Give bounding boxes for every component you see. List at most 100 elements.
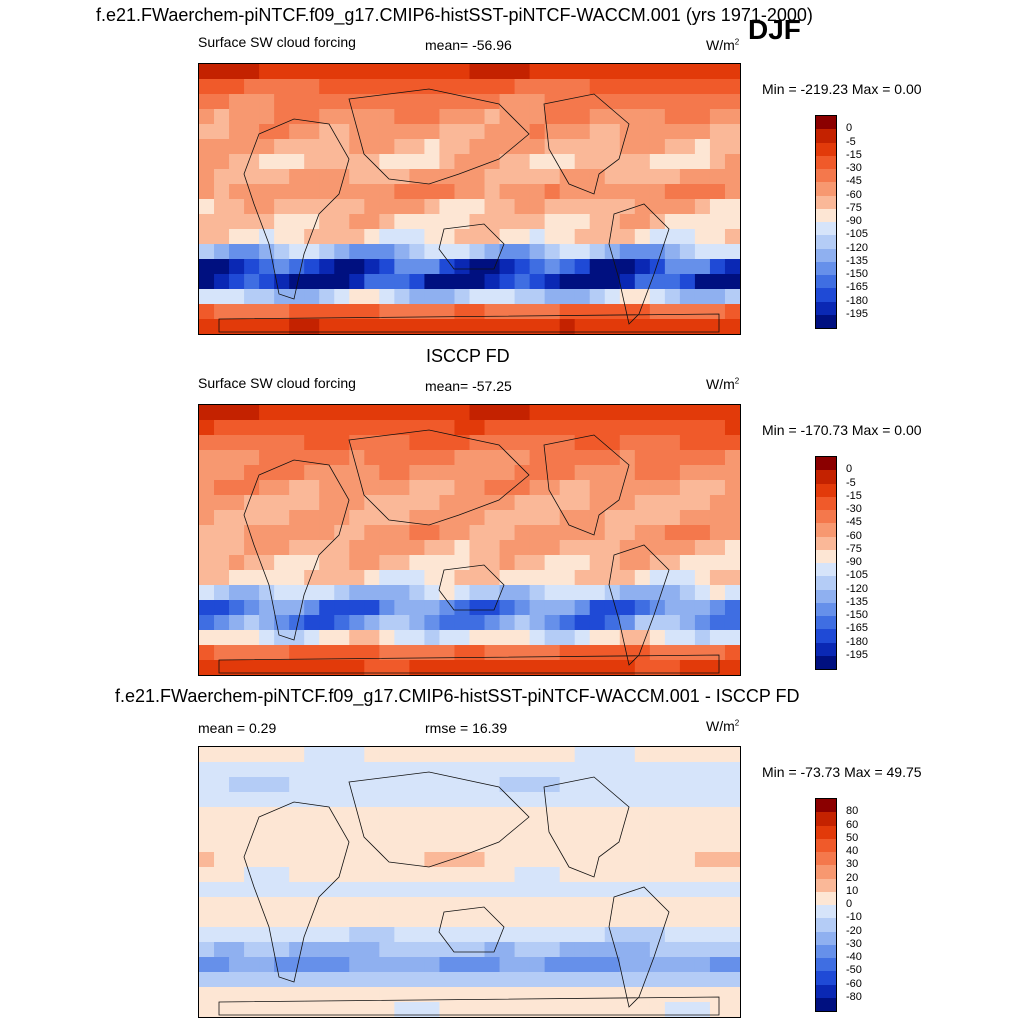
map-cell [559,927,576,943]
map-cell [649,987,666,1003]
map-cell [424,897,441,913]
map-cell [394,169,410,185]
map-cell [439,124,456,140]
map-cell [589,600,606,616]
map-cell [469,64,486,80]
map-cell [199,525,215,541]
map-cell [199,405,215,421]
map-cell [214,94,230,110]
map-cell [214,822,230,838]
map-cell [214,927,230,943]
coastline [543,776,630,878]
map-cell [694,660,711,675]
map-cell [229,540,245,556]
map-cell [454,109,471,125]
map-cell [379,64,395,80]
map-cell [694,244,711,260]
map-cell [499,259,516,275]
map-cell [574,555,591,571]
map-cell [649,777,666,793]
map-cell [304,435,320,451]
map-cell [349,897,365,913]
map-cell [679,822,696,838]
map-cell [394,109,410,125]
map-cell [649,184,666,200]
map-cell [349,822,365,838]
map-cell [244,747,260,763]
map-cell [364,304,380,320]
map-cell [319,555,335,571]
map-cell [289,822,305,838]
map-cell [334,927,350,943]
map-cell [679,747,696,763]
map-cell [634,480,651,496]
map-cell [484,405,501,421]
map-cell [244,79,260,95]
map-cell [289,762,305,778]
map-cell [514,912,531,928]
map-cell [349,540,365,556]
map-cell [199,807,215,823]
map-cell [214,852,230,868]
map-cell [349,450,365,466]
map-cell [694,465,711,481]
map-cell [619,450,636,466]
map-cell [574,510,591,526]
map-cell [544,942,561,958]
map-cell [319,420,335,436]
map-cell [619,405,636,421]
map-cell [394,420,410,436]
colorbar-tick-label: -5 [846,476,856,489]
map-cell [319,807,335,823]
map-cell [379,124,395,140]
map-cell [604,319,621,334]
map-cell [424,510,441,526]
map-cell [574,289,591,305]
map-cell [394,79,410,95]
map-cell [244,762,260,778]
map-cell [409,154,426,170]
map-cell [304,289,320,305]
map-cell [214,154,230,170]
map-cell [694,942,711,958]
map-cell [649,480,666,496]
colorbar-tick-label: -135 [846,254,869,267]
map-cell [454,570,471,586]
map-cell [229,139,245,155]
map-cell [319,319,335,334]
map-cell [589,450,606,466]
colorbar-tick-label: -165 [846,281,869,294]
map-cell [259,762,275,778]
map-cell [619,747,636,763]
coastline [543,93,630,195]
map-cell [229,912,245,928]
coastline [348,88,530,185]
map-cell [619,124,636,140]
map-cell [514,420,531,436]
map-cell [604,244,621,260]
map-cell [514,289,531,305]
map-cell [559,600,576,616]
map-cell [544,259,561,275]
map-cell [544,882,561,898]
map-cell [259,555,275,571]
map-cell [259,600,275,616]
map-cell [499,64,516,80]
map-cell [364,1002,380,1017]
map-cell [199,660,215,675]
map-cell [544,405,561,421]
map-cell [724,259,740,275]
map-cell [709,420,726,436]
colorbar-swatch [816,195,836,209]
map-cell [274,942,290,958]
map-cell [709,615,726,631]
map-cell [589,64,606,80]
map-cell [349,259,365,275]
map-cell [364,822,380,838]
map-cell [289,600,305,616]
map-cell [244,867,260,883]
map-cell [274,109,290,125]
map-cell [394,747,410,763]
map-cell [499,897,516,913]
map-cell [409,630,426,646]
